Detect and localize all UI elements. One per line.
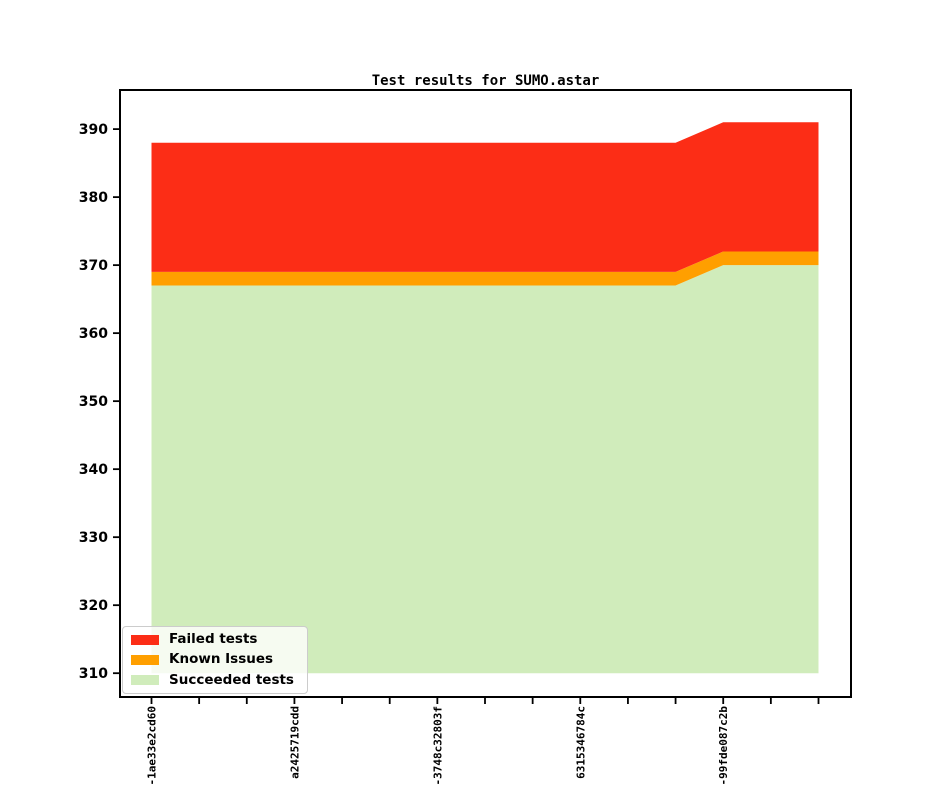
x-tick-label: -99fde087c2b — [717, 706, 730, 786]
x-tick-label: -3748c32803f — [431, 706, 444, 785]
y-tick-label: 350 — [79, 394, 108, 410]
legend-swatch-succeeded-tests — [131, 675, 159, 686]
legend-item: Succeeded tests — [131, 671, 299, 688]
chart-title: Test results for SUMO.astar — [371, 73, 600, 89]
x-tick-label: a2425719cdd — [288, 706, 301, 779]
legend-swatch-failed-tests — [131, 634, 159, 645]
legend-label: Known Issues — [169, 651, 274, 668]
y-tick-label: 370 — [79, 258, 108, 274]
y-tick-label: 380 — [79, 190, 108, 206]
y-tick-label: 320 — [79, 598, 108, 614]
legend-label: Succeeded tests — [169, 671, 294, 688]
legend-item: Failed tests — [131, 631, 299, 647]
x-tick-label: 6315346784c — [574, 706, 587, 779]
legend: Failed tests Known Issues Succeeded tests — [122, 626, 308, 694]
legend-label: Failed tests — [169, 631, 258, 647]
y-tick-label: 390 — [79, 122, 108, 138]
y-tick-label: 310 — [79, 666, 108, 682]
legend-item: Known Issues — [131, 653, 299, 667]
area-known-issues — [151, 251, 819, 286]
y-tick-label: 360 — [79, 326, 108, 342]
y-tick-label: 330 — [79, 530, 108, 546]
area-failed-tests — [151, 122, 819, 272]
y-tick-label: 340 — [79, 462, 108, 478]
area-succeeded-tests — [151, 265, 819, 674]
legend-swatch-known-issues — [131, 655, 159, 665]
x-tick-label: -1ae33e2cd60 — [146, 706, 159, 785]
